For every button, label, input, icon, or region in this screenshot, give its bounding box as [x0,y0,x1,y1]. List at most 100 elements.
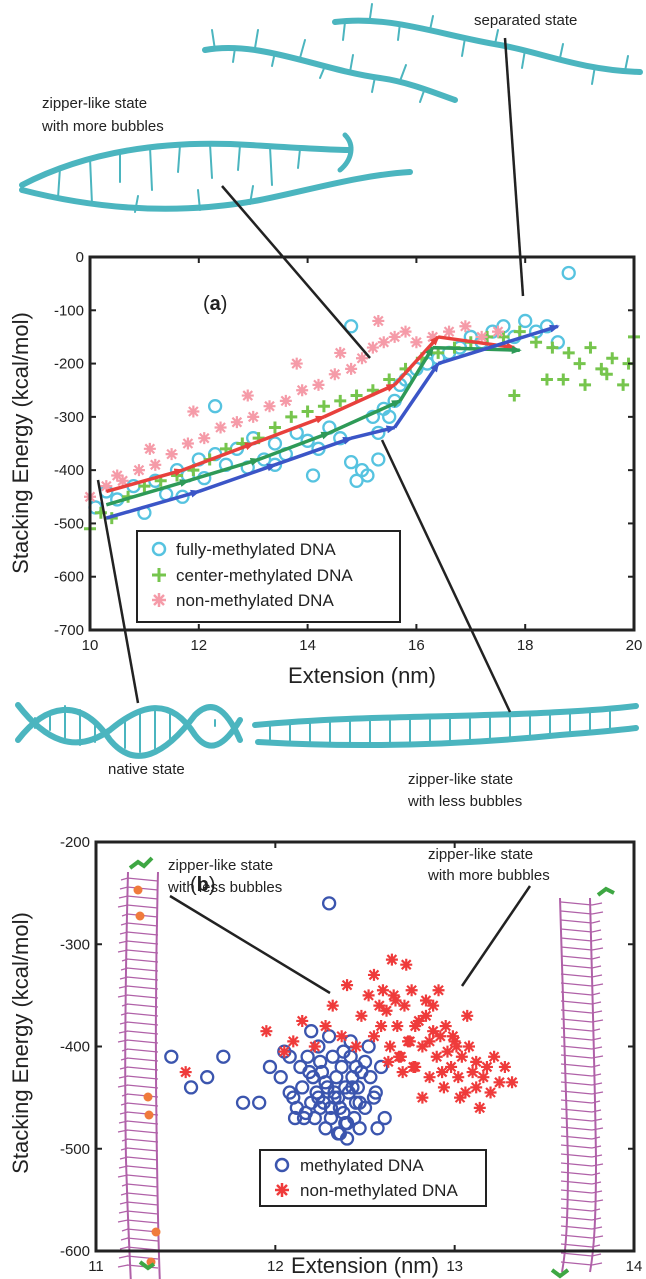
annotation-b-more-line2: with more bubbles [427,867,550,884]
panel-a-x-tick-label: 18 [517,637,534,654]
point-methylated [336,1044,351,1059]
point-methylated [313,1054,328,1069]
legend-marker-center-methylated [152,568,166,582]
legend-label-non-methylated: non-methylated DNA [176,591,334,610]
point-non-methylated-b [341,979,354,992]
point-methylated [370,1121,385,1136]
point-non-methylated-b [480,1060,493,1073]
point-fully-methylated [349,473,364,488]
annotation-zipper-more-line1: zipper-like state [42,95,147,112]
panel-a-legend-box [136,530,401,623]
point-non-methylated [356,352,368,365]
panel-a-y-tick-label: -700 [54,622,84,639]
point-non-methylated-b [463,1040,476,1053]
point-non-methylated-b [461,1009,474,1022]
point-methylated [287,1110,303,1126]
point-non-methylated-b [448,1035,461,1048]
point-non-methylated-b [384,1040,397,1053]
point-non-methylated [366,341,379,354]
point-center-methylated [285,410,298,423]
panel-b-legend: methylated DNA non-methylated DNA [259,1149,487,1207]
panel-a-x-tick-label: 14 [299,637,316,654]
point-center-methylated [497,330,510,343]
point-non-methylated [290,357,303,370]
point-center-methylated [350,389,363,402]
legend-marker-methylated [274,1157,290,1173]
methyl-dot [144,1110,154,1120]
point-center-methylated [617,378,630,391]
panel-b: 11 12 13 14 -200 -300 -400 -500 -600 (b) Extensi… [8,834,642,1278]
point-methylated [357,1054,373,1069]
annotation-native-state: native state [108,761,185,778]
point-non-methylated [459,320,472,333]
point-non-methylated-b [362,989,375,1002]
point-center-methylated [606,352,619,365]
point-center-methylated [600,368,613,381]
point-methylated [164,1049,179,1064]
point-non-methylated-b [450,1040,463,1053]
legend-marker-fully-methylated [151,541,167,557]
panel-a-x-tick-label: 16 [408,637,425,654]
trajectory-arrow-red [437,335,517,351]
methyl-dot [135,911,145,921]
point-non-methylated [328,368,341,381]
trajectory-arrow-blue [350,425,397,440]
leader-line-native [96,479,140,704]
point-non-methylated-b [389,994,402,1007]
trajectory-arrow-green [105,479,190,507]
point-fully-methylated [371,452,386,467]
point-center-methylated [268,421,281,434]
point-non-methylated-b [393,1050,406,1063]
point-non-methylated-b [439,1020,452,1033]
trajectory-arrow-green [187,457,261,483]
panel-b-y-axis-label: Stacking Energy (kcal/mol) [8,912,33,1174]
point-methylated [304,1024,319,1039]
panel-a-y-tick-label: -500 [54,515,84,532]
panel-b-plot-area [164,896,519,1167]
annotation-zipper-more-line2: with more bubbles [41,118,164,135]
trajectory-arrow-blue [437,324,560,366]
point-methylated [216,1049,231,1064]
leader-line-zipper-less [380,439,512,713]
legend-marker-non-methylated-b [275,1183,289,1197]
point-methylated [295,1080,310,1095]
point-non-methylated-b [423,1035,436,1048]
point-methylated [262,1059,278,1075]
point-non-methylated [345,362,358,375]
point-methylated [334,1059,349,1075]
point-center-methylated [513,325,526,338]
point-methylated [321,1029,337,1044]
legend-label-center-methylated: center-methylated DNA [176,566,353,585]
point-non-methylated [443,325,456,338]
point-non-methylated-b [409,1020,422,1033]
point-methylated [273,1070,288,1085]
trajectory-arrow-green [432,345,522,355]
point-non-methylated-b [376,984,389,997]
point-non-methylated-b [396,1066,409,1079]
point-non-methylated-b [260,1025,273,1038]
panel-b-y-tick-label: -500 [60,1141,90,1158]
point-non-methylated-b [437,1081,450,1094]
point-non-methylated-b [452,1071,465,1084]
point-fully-methylated [382,409,397,425]
point-methylated [318,1075,333,1090]
point-center-methylated [508,389,521,402]
panel-b-y-tick-label: -400 [60,1039,90,1056]
leader-line-separated [503,37,525,297]
point-non-methylated-b [493,1076,506,1089]
point-non-methylated-b [391,1020,404,1033]
point-non-methylated [377,336,390,349]
annotation-b-more-line1: zipper-like state [428,846,533,863]
point-non-methylated [399,325,412,338]
point-fully-methylated [267,436,283,451]
panel-b-x-tick-label: 11 [88,1258,104,1275]
point-methylated [345,1080,360,1095]
point-methylated [252,1095,267,1110]
point-methylated [350,1080,365,1095]
point-methylated [296,1110,312,1126]
point-non-methylated-b [326,999,339,1012]
point-center-methylated [573,357,586,370]
point-non-methylated-b [445,1060,458,1073]
point-methylated [352,1095,367,1110]
annotation-separated-state: separated state [474,12,577,29]
